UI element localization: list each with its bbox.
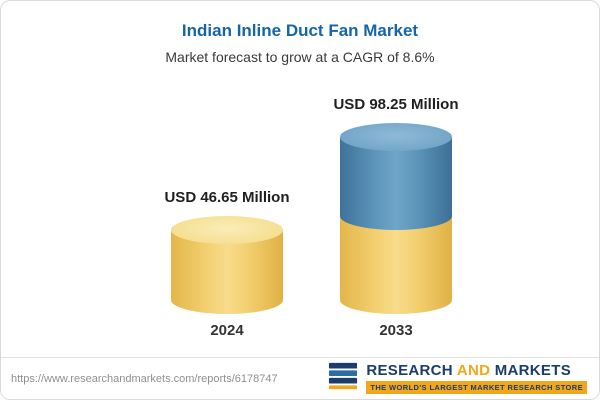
footer: https://www.researchandmarkets.com/repor… (1, 357, 599, 399)
bar-2033-value-label: USD 98.25 Million (333, 96, 459, 114)
chart-subtitle: Market forecast to grow at a CAGR of 8.6… (165, 49, 435, 65)
cylinder-top-ellipse (340, 123, 452, 152)
brand-mark-icon (328, 361, 358, 396)
chart-header: Indian Inline Duct Fan Market Market for… (1, 1, 599, 65)
report-url-link[interactable]: https://www.researchandmarkets.com/repor… (11, 372, 278, 385)
brand-word-and: AND (456, 361, 491, 379)
cylinder-2033 (340, 123, 452, 314)
bar-2033: USD 98.25 Million 2033 (333, 96, 458, 339)
brand-word-research: RESEARCH (366, 361, 453, 379)
chart-title: Indian Inline Duct Fan Market (181, 21, 419, 40)
brand-word-markets: MARKETS (494, 361, 571, 379)
x-axis-label-2033: 2033 (379, 322, 413, 339)
cylinder-2024 (171, 216, 283, 314)
brand-logo: RESEARCH AND MARKETS THE WORLD'S LARGEST… (328, 361, 587, 396)
brand-tagline: THE WORLD'S LARGEST MARKET RESEARCH STOR… (366, 381, 587, 395)
brand-text: RESEARCH AND MARKETS THE WORLD'S LARGEST… (366, 361, 587, 395)
bar-2024-value-label: USD 46.65 Million (164, 189, 290, 206)
brand-name: RESEARCH AND MARKETS (366, 361, 571, 380)
bar-2024: USD 46.65 Million 2024 (164, 189, 289, 339)
cylinder-2033-top-segment (340, 137, 452, 230)
cylinder-2024-segment (171, 230, 283, 314)
cylinder-2033-base-segment (340, 216, 452, 314)
cylinder-top-ellipse (171, 216, 283, 244)
x-axis-label-2024: 2024 (210, 322, 244, 339)
